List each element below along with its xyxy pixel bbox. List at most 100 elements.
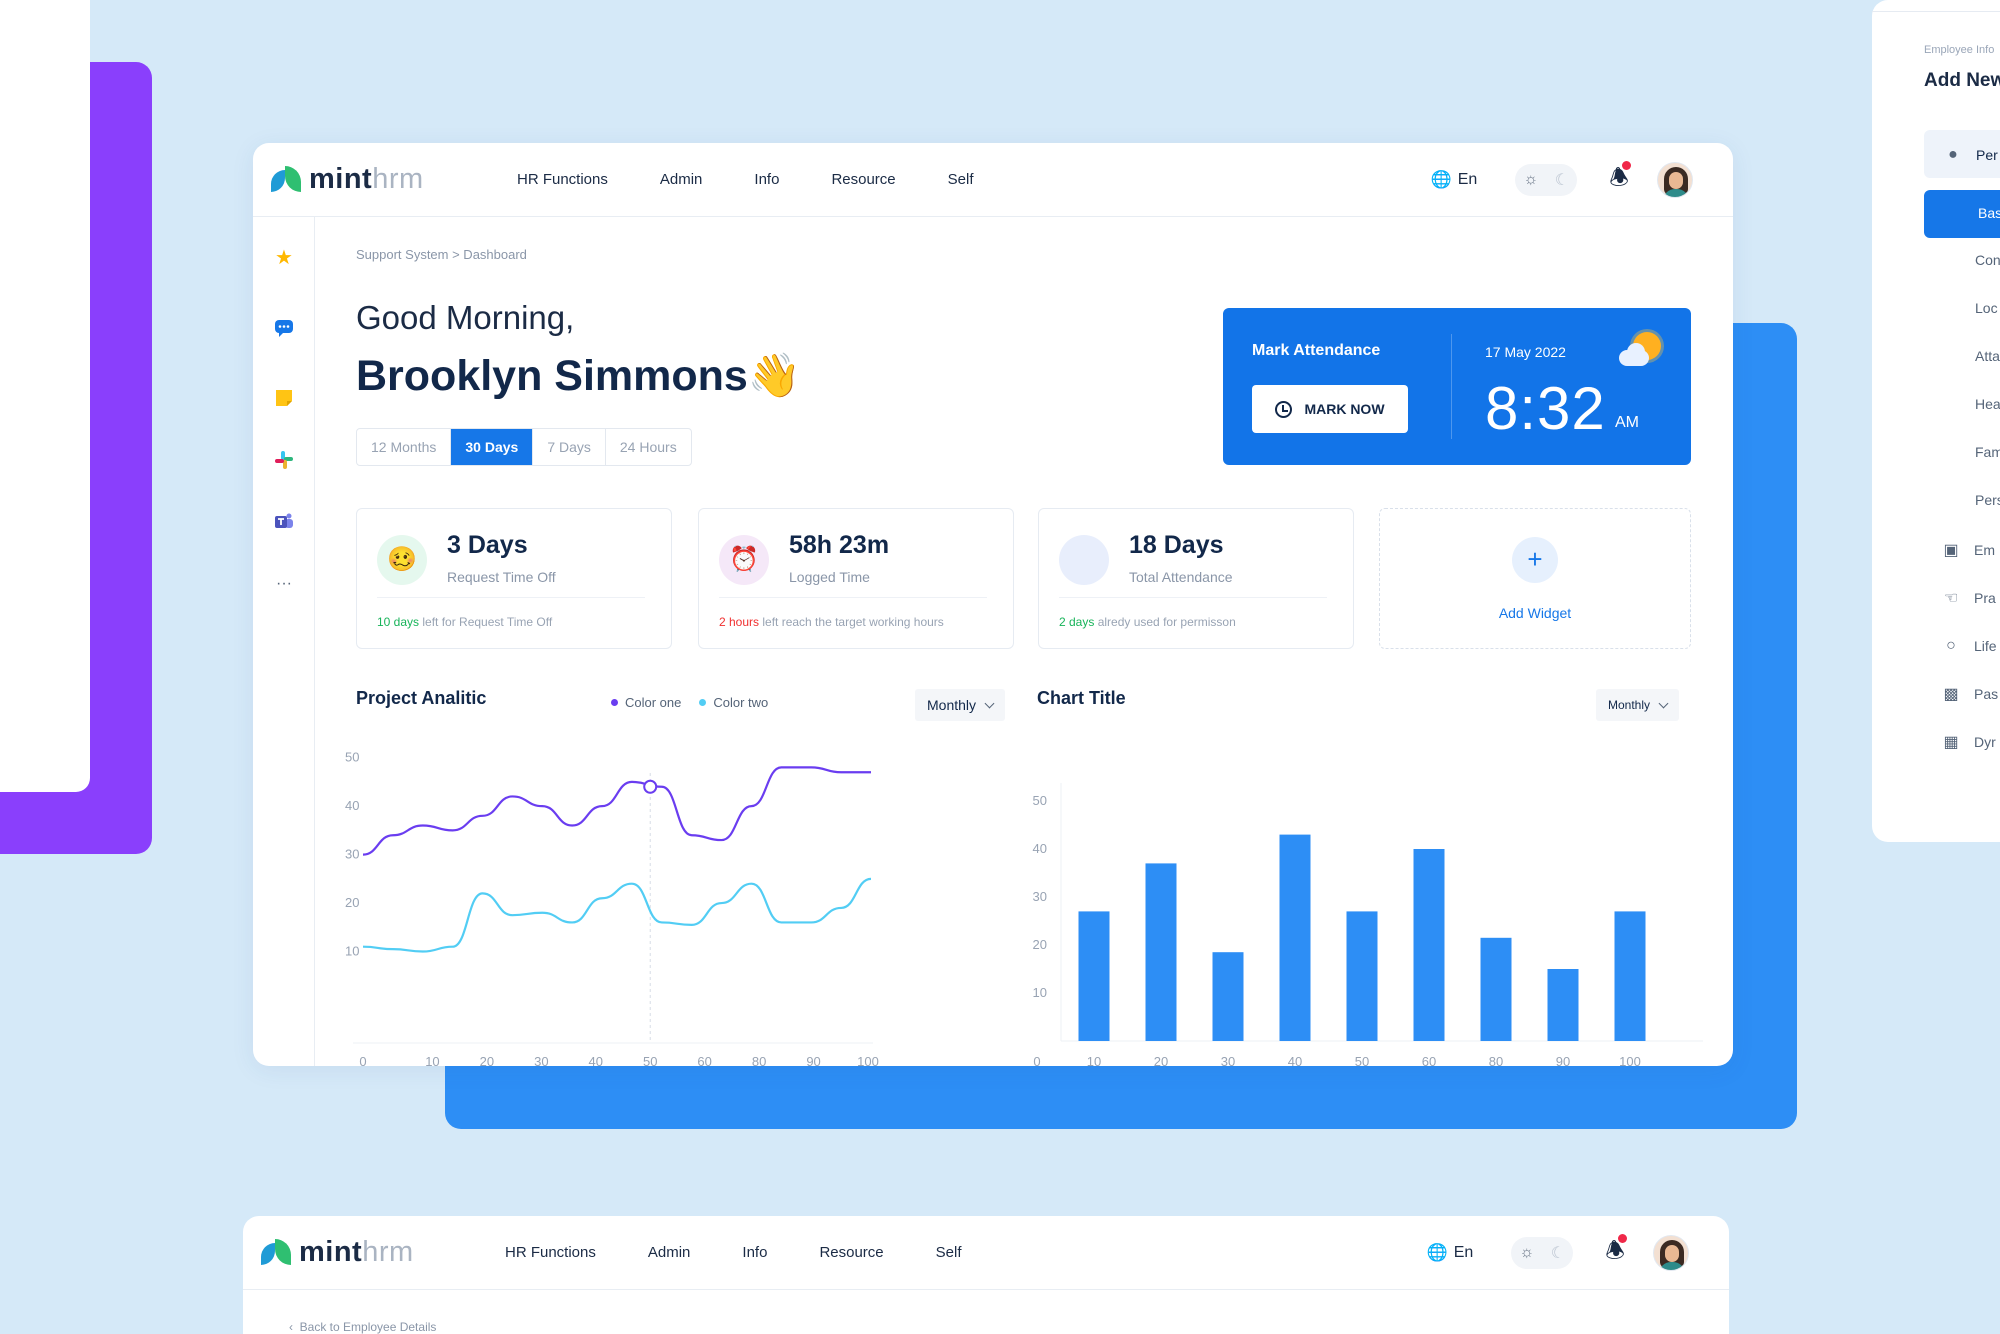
language-switcher[interactable]: 🌐 En (1431, 170, 1478, 190)
nav-info[interactable]: Info (742, 1244, 768, 1261)
x-tick-label: 100 (857, 1054, 879, 1066)
right-panel-sub-location[interactable]: Loc (1975, 300, 1998, 316)
x-tick-label: 90 (1556, 1054, 1570, 1066)
nav-resource[interactable]: Resource (819, 1244, 884, 1261)
bar (1212, 952, 1244, 1041)
more-icon[interactable]: ··· (276, 575, 292, 592)
range-tab-7-days[interactable]: 7 Days (533, 429, 606, 465)
briefcase-icon: ▣ (1943, 542, 1959, 559)
language-switcher[interactable]: 🌐 En (1427, 1243, 1474, 1263)
mark-now-label: MARK NOW (1304, 401, 1385, 417)
main-nav: HR Functions Admin Info Resource Self (505, 1244, 1014, 1261)
right-panel-item-label: Pas (1974, 686, 1999, 702)
bar (1078, 911, 1110, 1041)
user-avatar[interactable] (1657, 162, 1693, 198)
back-link[interactable]: ‹ Back to Employee Details (289, 1320, 436, 1334)
right-panel-sub-basic[interactable]: Bas (1978, 205, 2000, 221)
right-panel-sub-contact[interactable]: Con (1975, 252, 2000, 268)
nav-admin[interactable]: Admin (647, 1244, 691, 1261)
stat-divider (377, 597, 645, 598)
right-panel-sub-attachment[interactable]: Atta (1975, 348, 2000, 364)
add-widget-card[interactable]: + Add Widget (1379, 508, 1691, 649)
user-avatar[interactable] (1653, 1235, 1689, 1271)
attendance-card: Mark Attendance MARK NOW 17 May 2022 8:3… (1223, 308, 1691, 465)
star-icon[interactable]: ★ (275, 247, 293, 269)
series-line-1 (362, 766, 871, 856)
right-panel-item-label: Em (1974, 542, 1995, 558)
nav-info[interactable]: Info (754, 171, 780, 188)
plus-icon: + (1512, 537, 1558, 583)
stat-note: 2 days alredy used for permisson (1059, 615, 1236, 629)
chat-icon[interactable] (273, 317, 295, 339)
breadcrumb: Support System > Dashboard (356, 247, 527, 262)
right-panel-item-employment[interactable]: ▣ Em (1940, 528, 2000, 572)
project-chart-title: Project Analitic (356, 688, 487, 708)
note-icon[interactable] (273, 387, 295, 409)
teams-icon[interactable] (273, 511, 295, 533)
nav-resource[interactable]: Resource (831, 171, 896, 188)
right-panel-sub-health[interactable]: Hea (1975, 396, 2000, 412)
y-tick-label: 50 (1033, 793, 1047, 808)
bar (1279, 834, 1311, 1041)
stat-note: 2 hours left reach the target working ho… (719, 615, 944, 629)
project-chart-period-dropdown[interactable]: Monthly (915, 689, 1006, 721)
notification-bell-icon[interactable]: 🕭 (1605, 1234, 1627, 1272)
stat-card-logged-time: ⏰ 58h 23m Logged Time 2 hours left reach… (698, 508, 1014, 649)
language-label: En (1453, 1244, 1474, 1261)
right-panel-item-personal[interactable]: ● Per (1942, 133, 2000, 177)
thumb-icon: ☜ (1943, 590, 1959, 607)
theme-toggle[interactable]: ☼ ☾ (1515, 164, 1578, 196)
notification-bell-icon[interactable]: 🕭 (1609, 161, 1631, 199)
bar-chart-period-dropdown[interactable]: Monthly (1596, 689, 1680, 721)
stat-divider (719, 597, 987, 598)
x-tick-label: 50 (1355, 1054, 1369, 1066)
nav-admin[interactable]: Admin (659, 171, 703, 188)
x-tick-label: 80 (1489, 1054, 1503, 1066)
top-navbar: minthrm HR Functions Admin Info Resource… (243, 1216, 1729, 1290)
stat-card-time-off: 🥴 3 Days Request Time Off 10 days left f… (356, 508, 672, 649)
nav-self[interactable]: Self (935, 1244, 962, 1261)
right-panel-sub-family[interactable]: Fam (1975, 444, 2000, 460)
range-tab-12-months[interactable]: 12 Months (357, 429, 452, 465)
right-panel-item-lifecycle[interactable]: ○ Life (1940, 624, 2000, 668)
range-tab-30-days[interactable]: 30 Days (451, 429, 534, 465)
main-nav: HR Functions Admin Info Resource Self (517, 171, 1026, 188)
back-link-label: Back to Employee Details (299, 1320, 437, 1334)
logo-icon (271, 165, 303, 194)
stat-label: Logged Time (789, 569, 870, 585)
y-tick-label: 30 (1033, 889, 1047, 904)
logo-icon (261, 1238, 293, 1267)
weather-sun-cloud-icon (1619, 330, 1665, 370)
nav-self[interactable]: Self (947, 171, 974, 188)
y-tick-label: 50 (345, 750, 359, 765)
range-tab-24-hours[interactable]: 24 Hours (619, 439, 677, 455)
x-tick-label: 60 (1422, 1054, 1436, 1066)
user-name-heading: Brooklyn Simmons👋 (356, 352, 802, 400)
logo[interactable]: minthrm (261, 1236, 414, 1269)
right-panel-basic-highlight (1924, 190, 2000, 238)
moon-icon: ☾ (1554, 172, 1570, 189)
nav-hr-functions[interactable]: HR Functions (505, 1244, 596, 1261)
x-tick-label: 10 (425, 1054, 439, 1066)
y-tick-label: 10 (1033, 985, 1047, 1000)
right-panel-sub-personal[interactable]: Pers (1975, 492, 2000, 508)
chevron-down-icon (1658, 698, 1669, 708)
moon-icon: ☾ (1550, 1245, 1566, 1262)
logo[interactable]: minthrm (271, 163, 424, 196)
nav-hr-functions[interactable]: HR Functions (517, 171, 608, 188)
notification-dot (1622, 161, 1631, 170)
highlight-point (643, 779, 658, 794)
mark-now-button[interactable]: MARK NOW (1252, 385, 1408, 433)
right-panel-item-dynamic[interactable]: ▦ Dyr (1940, 720, 2000, 764)
attendance-icon (1059, 535, 1109, 585)
right-panel-item-password[interactable]: ▩ Pas (1940, 672, 2000, 716)
dizzy-face-icon: 🥴 (377, 535, 427, 585)
x-tick-label: 0 (359, 1054, 366, 1066)
topbar-actions: 🌐 En ☼ ☾ 🕭 (1431, 161, 1693, 199)
x-tick-label: 20 (1154, 1054, 1168, 1066)
theme-toggle[interactable]: ☼ ☾ (1511, 1237, 1574, 1269)
slack-icon[interactable] (273, 449, 295, 471)
right-panel-item-practice[interactable]: ☜ Pra (1940, 576, 2000, 620)
stat-value: 3 Days (447, 531, 528, 559)
attendance-title: Mark Attendance (1252, 342, 1381, 359)
